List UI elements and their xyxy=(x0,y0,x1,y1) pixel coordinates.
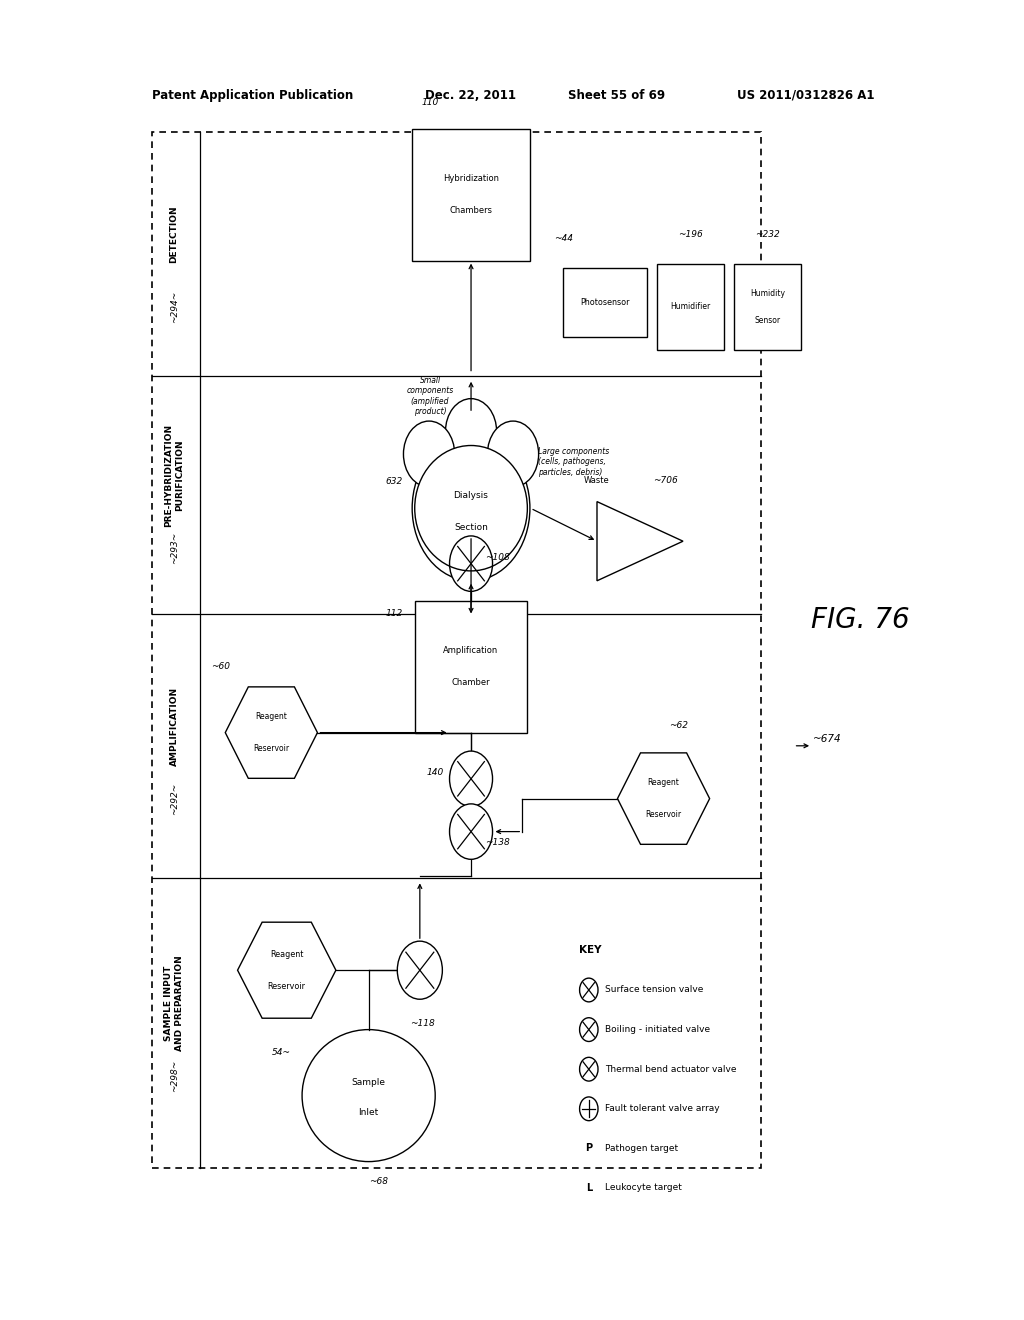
Text: Small
components
(amplified
product): Small components (amplified product) xyxy=(407,376,454,416)
Circle shape xyxy=(580,1057,598,1081)
Ellipse shape xyxy=(415,446,527,572)
Text: Inlet: Inlet xyxy=(358,1109,379,1117)
Text: 140: 140 xyxy=(427,768,443,776)
FancyBboxPatch shape xyxy=(563,268,647,337)
Circle shape xyxy=(450,804,493,859)
Text: 54~: 54~ xyxy=(272,1048,291,1056)
Text: ~293~: ~293~ xyxy=(170,532,178,564)
Text: Thermal bend actuator valve: Thermal bend actuator valve xyxy=(605,1065,736,1073)
Text: ~232: ~232 xyxy=(755,231,780,239)
Text: US 2011/0312826 A1: US 2011/0312826 A1 xyxy=(737,88,874,102)
Circle shape xyxy=(403,421,455,487)
Text: ~294~: ~294~ xyxy=(170,290,178,323)
Text: 632: 632 xyxy=(386,478,402,486)
Text: ~68: ~68 xyxy=(370,1177,388,1185)
Text: ~292~: ~292~ xyxy=(170,783,178,814)
Text: Humidifier: Humidifier xyxy=(671,302,711,312)
Text: Reservoir: Reservoir xyxy=(645,810,682,818)
Text: Reagent: Reagent xyxy=(647,779,680,787)
Text: ~62: ~62 xyxy=(670,722,688,730)
Text: ~118: ~118 xyxy=(411,1019,435,1027)
Text: ~706: ~706 xyxy=(653,477,678,484)
Circle shape xyxy=(450,536,493,591)
Text: AMPLIFICATION: AMPLIFICATION xyxy=(170,686,178,766)
Text: Fault tolerant valve array: Fault tolerant valve array xyxy=(605,1105,720,1113)
Text: Sample: Sample xyxy=(351,1078,386,1086)
Text: ~138: ~138 xyxy=(485,838,510,846)
Ellipse shape xyxy=(302,1030,435,1162)
Text: L: L xyxy=(586,1183,592,1193)
Text: Large components
(cells, pathogens,
particles, debris): Large components (cells, pathogens, part… xyxy=(538,447,609,477)
Text: DETECTION: DETECTION xyxy=(170,206,178,263)
Text: Dec. 22, 2011: Dec. 22, 2011 xyxy=(425,88,516,102)
Text: Humidity: Humidity xyxy=(750,289,785,298)
Ellipse shape xyxy=(412,436,530,581)
Text: PRE-HYBRIDIZATION
PURIFICATION: PRE-HYBRIDIZATION PURIFICATION xyxy=(165,424,183,527)
Text: Amplification: Amplification xyxy=(443,647,499,655)
Text: ~108: ~108 xyxy=(485,553,510,561)
Circle shape xyxy=(445,399,497,465)
FancyBboxPatch shape xyxy=(152,132,761,1168)
Text: Hybridization: Hybridization xyxy=(443,174,499,183)
Text: Waste: Waste xyxy=(584,477,610,484)
Text: ~298~: ~298~ xyxy=(170,1060,178,1092)
Circle shape xyxy=(450,751,493,807)
Text: Reservoir: Reservoir xyxy=(253,744,290,752)
Text: Boiling - initiated valve: Boiling - initiated valve xyxy=(605,1026,711,1034)
Text: Sheet 55 of 69: Sheet 55 of 69 xyxy=(568,88,666,102)
Text: Surface tension valve: Surface tension valve xyxy=(605,986,703,994)
Text: Reagent: Reagent xyxy=(255,713,288,721)
Text: ~674: ~674 xyxy=(813,734,842,744)
FancyBboxPatch shape xyxy=(415,601,527,733)
Circle shape xyxy=(397,941,442,999)
Polygon shape xyxy=(617,752,710,845)
Circle shape xyxy=(580,1097,598,1121)
Text: Leukocyte target: Leukocyte target xyxy=(605,1184,682,1192)
Text: FIG. 76: FIG. 76 xyxy=(811,606,909,635)
Text: ~196: ~196 xyxy=(678,231,703,239)
Text: Section: Section xyxy=(454,524,488,532)
Text: P: P xyxy=(586,1143,592,1154)
Circle shape xyxy=(580,978,598,1002)
Polygon shape xyxy=(225,686,317,779)
Text: Chambers: Chambers xyxy=(450,206,493,215)
Text: ~60: ~60 xyxy=(211,663,229,671)
Polygon shape xyxy=(238,923,336,1018)
Text: ~44: ~44 xyxy=(554,235,572,243)
Circle shape xyxy=(487,421,539,487)
Text: Dialysis: Dialysis xyxy=(454,491,488,499)
FancyBboxPatch shape xyxy=(657,264,724,350)
Text: Pathogen target: Pathogen target xyxy=(605,1144,678,1152)
Text: 112: 112 xyxy=(386,610,402,618)
FancyBboxPatch shape xyxy=(734,264,801,350)
Circle shape xyxy=(580,1018,598,1041)
Text: Chamber: Chamber xyxy=(452,678,490,686)
Text: 110: 110 xyxy=(422,98,438,107)
Text: KEY: KEY xyxy=(579,945,601,956)
Polygon shape xyxy=(597,502,683,581)
Text: Patent Application Publication: Patent Application Publication xyxy=(152,88,353,102)
Text: Sensor: Sensor xyxy=(755,315,780,325)
Text: Reservoir: Reservoir xyxy=(267,982,306,990)
Text: SAMPLE INPUT
AND PREPARATION: SAMPLE INPUT AND PREPARATION xyxy=(165,956,183,1051)
Text: Reagent: Reagent xyxy=(270,950,303,958)
Text: Photosensor: Photosensor xyxy=(581,298,630,306)
FancyBboxPatch shape xyxy=(412,129,530,261)
